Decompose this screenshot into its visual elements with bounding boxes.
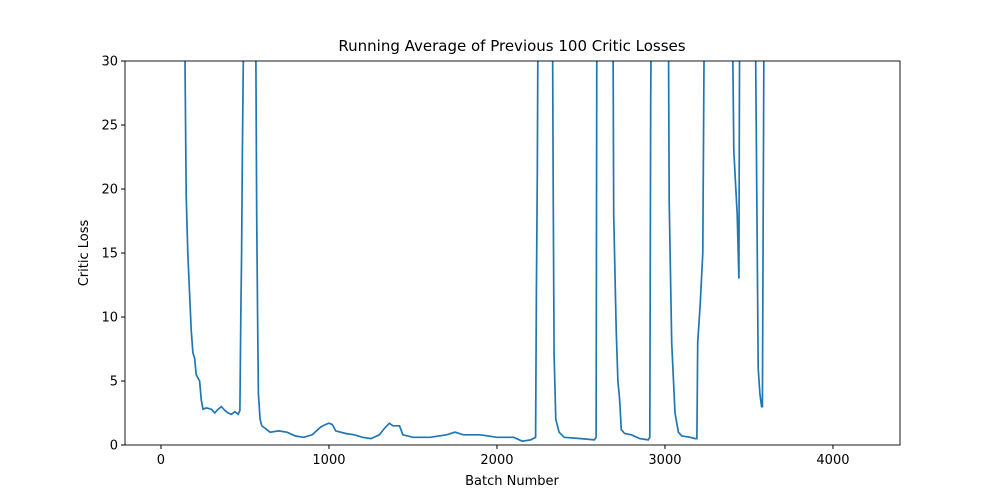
x-tick-label: 0	[157, 453, 165, 468]
y-tick-label: 5	[110, 375, 118, 390]
y-tick-label: 30	[101, 55, 118, 70]
x-tick-label: 2000	[480, 453, 513, 468]
y-tick-label: 0	[110, 439, 118, 454]
line-series	[184, 61, 765, 443]
y-tick-label: 10	[101, 311, 118, 326]
y-tick-label: 25	[101, 119, 118, 134]
y-tick-label: 15	[101, 247, 118, 262]
x-tick-label: 1000	[312, 453, 345, 468]
plot-frame	[124, 60, 901, 446]
y-tick-label: 20	[101, 183, 118, 198]
x-tick-label: 3000	[648, 453, 681, 468]
x-tick-label: 4000	[816, 453, 849, 468]
x-axis-label: Batch Number	[465, 474, 559, 489]
y-axis-label: Critic Loss	[77, 220, 92, 287]
chart-title: Running Average of Previous 100 Critic L…	[338, 37, 685, 55]
